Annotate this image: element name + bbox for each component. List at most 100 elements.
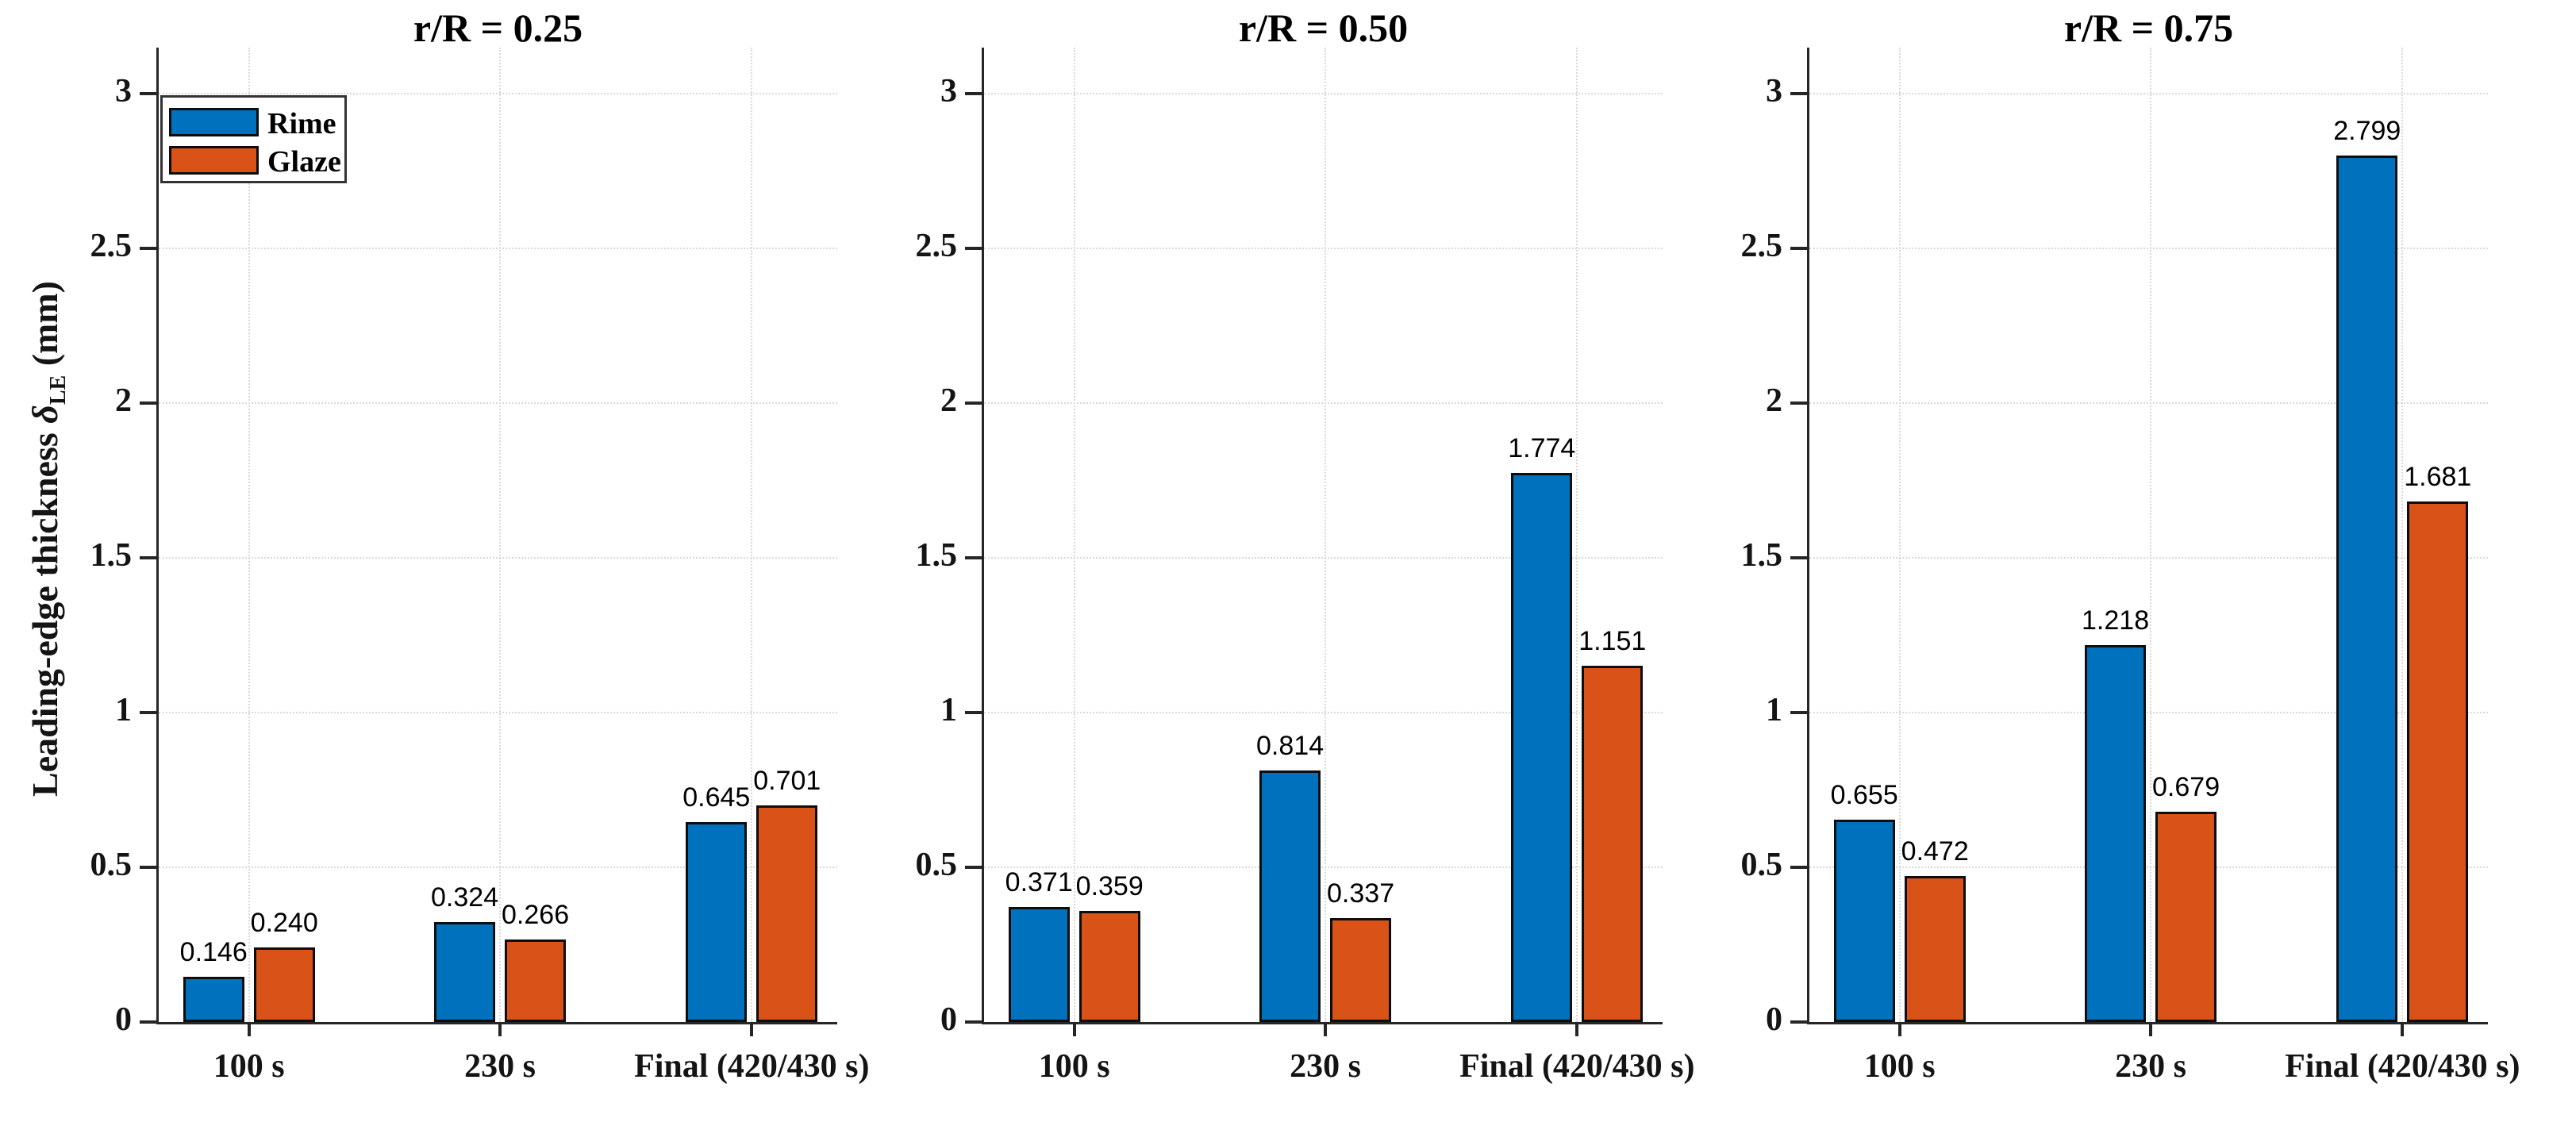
y-tick xyxy=(140,711,156,714)
y-gridline xyxy=(984,402,1663,404)
y-gridline xyxy=(159,93,837,94)
bar-value-label: 0.146 xyxy=(179,937,248,968)
y-tick-label: 2 xyxy=(1766,382,1782,419)
x-tick-label: 230 s xyxy=(464,1048,536,1085)
y-tick xyxy=(1790,402,1807,405)
y-gridline xyxy=(159,248,837,249)
y-tick-label: 1 xyxy=(115,692,132,728)
bar-value-label: 0.240 xyxy=(250,908,318,939)
bar-glaze xyxy=(756,805,818,1022)
x-gridline xyxy=(1325,48,1327,1022)
x-tick xyxy=(750,1023,754,1036)
bar-value-label: 2.799 xyxy=(2333,116,2401,147)
x-tick-label: 230 s xyxy=(2115,1048,2186,1085)
bar-glaze xyxy=(2407,501,2469,1022)
x-tick xyxy=(1324,1023,1328,1036)
x-gridline xyxy=(1073,48,1075,1022)
bar-rime xyxy=(2085,644,2147,1022)
bar-glaze xyxy=(1330,917,1392,1022)
y-gridline xyxy=(984,712,1663,713)
y-tick-label: 1 xyxy=(940,692,957,728)
x-axis-spine xyxy=(1807,1022,2488,1024)
y-tick xyxy=(965,556,982,559)
bar-glaze xyxy=(2155,812,2217,1022)
y-tick-label: 2.5 xyxy=(90,228,133,264)
bar-value-label: 0.679 xyxy=(2152,772,2220,803)
bar-value-label: 0.645 xyxy=(682,782,751,813)
y-axis-label-text: Leading-edge thickness xyxy=(25,423,65,797)
x-gridline xyxy=(1576,48,1578,1022)
bar-rime xyxy=(434,921,496,1022)
bar-value-label: 1.681 xyxy=(2404,462,2472,493)
y-tick xyxy=(965,92,982,95)
y-tick xyxy=(140,556,156,559)
bar-value-label: 0.472 xyxy=(1901,836,1969,866)
x-tick-label: 100 s xyxy=(213,1048,285,1085)
x-gridline xyxy=(2401,48,2404,1022)
bar-rime xyxy=(686,822,748,1022)
bar-rime xyxy=(1511,473,1573,1022)
bar-rime xyxy=(1833,819,1895,1022)
bar-glaze xyxy=(1582,666,1644,1022)
panel-title: r/R = 0.50 xyxy=(1238,6,1409,50)
bar-value-label: 1.151 xyxy=(1578,626,1647,657)
bar-glaze xyxy=(505,939,567,1022)
y-gridline xyxy=(1809,93,2488,94)
panel-title: r/R = 0.25 xyxy=(413,6,583,50)
y-gridline xyxy=(984,866,1663,868)
legend-label-rime: Rime xyxy=(267,107,336,140)
legend-swatch-glaze xyxy=(169,146,259,175)
legend-label-glaze: Glaze xyxy=(267,145,341,179)
x-tick-label: 100 s xyxy=(1863,1048,1936,1085)
y-tick xyxy=(965,247,982,250)
x-gridline xyxy=(248,48,250,1022)
y-tick xyxy=(140,866,156,869)
y-tick-label: 2.5 xyxy=(915,228,958,264)
y-tick xyxy=(965,1020,982,1024)
y-tick xyxy=(1790,1020,1807,1024)
y-tick xyxy=(965,402,982,405)
x-gridline xyxy=(499,48,502,1022)
y-tick-label: 1.5 xyxy=(915,537,958,574)
x-tick xyxy=(1072,1023,1076,1036)
y-gridline xyxy=(1809,248,2488,249)
y-tick-label: 0 xyxy=(940,1001,957,1038)
x-tick xyxy=(2401,1023,2405,1036)
y-tick-label: 0.5 xyxy=(90,847,133,883)
y-tick-label: 2 xyxy=(940,382,957,419)
bar-rime xyxy=(183,977,244,1022)
y-tick xyxy=(1790,92,1807,95)
y-tick xyxy=(140,92,156,95)
bar-value-label: 1.218 xyxy=(2082,605,2150,636)
y-gridline xyxy=(1809,866,2488,868)
x-axis-spine xyxy=(982,1022,1663,1024)
y-gridline xyxy=(159,557,837,559)
y-axis-spine xyxy=(982,48,984,1024)
bar-glaze xyxy=(253,947,315,1022)
x-gridline xyxy=(2150,48,2152,1022)
y-tick xyxy=(1790,247,1807,250)
y-tick xyxy=(140,1020,156,1024)
y-tick xyxy=(1790,866,1807,869)
y-axis-spine xyxy=(1807,48,1809,1024)
y-axis-spine xyxy=(156,48,159,1024)
y-tick xyxy=(965,866,982,869)
y-tick-label: 1 xyxy=(1766,692,1782,728)
bar-value-label: 0.814 xyxy=(1256,730,1325,761)
y-gridline xyxy=(984,557,1663,559)
bar-rime xyxy=(2336,156,2398,1022)
y-tick-label: 1.5 xyxy=(90,537,133,574)
x-axis-spine xyxy=(156,1022,837,1024)
y-tick-label: 0.5 xyxy=(915,847,958,883)
y-axis-label-unit: (mm) xyxy=(25,281,65,375)
bar-value-label: 0.359 xyxy=(1075,870,1144,901)
bar-value-label: 1.774 xyxy=(1508,433,1576,464)
y-gridline xyxy=(159,402,837,404)
x-gridline xyxy=(751,48,753,1022)
x-tick-label: Final (420/430 s) xyxy=(634,1048,870,1085)
y-gridline xyxy=(1809,712,2488,713)
y-tick xyxy=(1790,711,1807,714)
